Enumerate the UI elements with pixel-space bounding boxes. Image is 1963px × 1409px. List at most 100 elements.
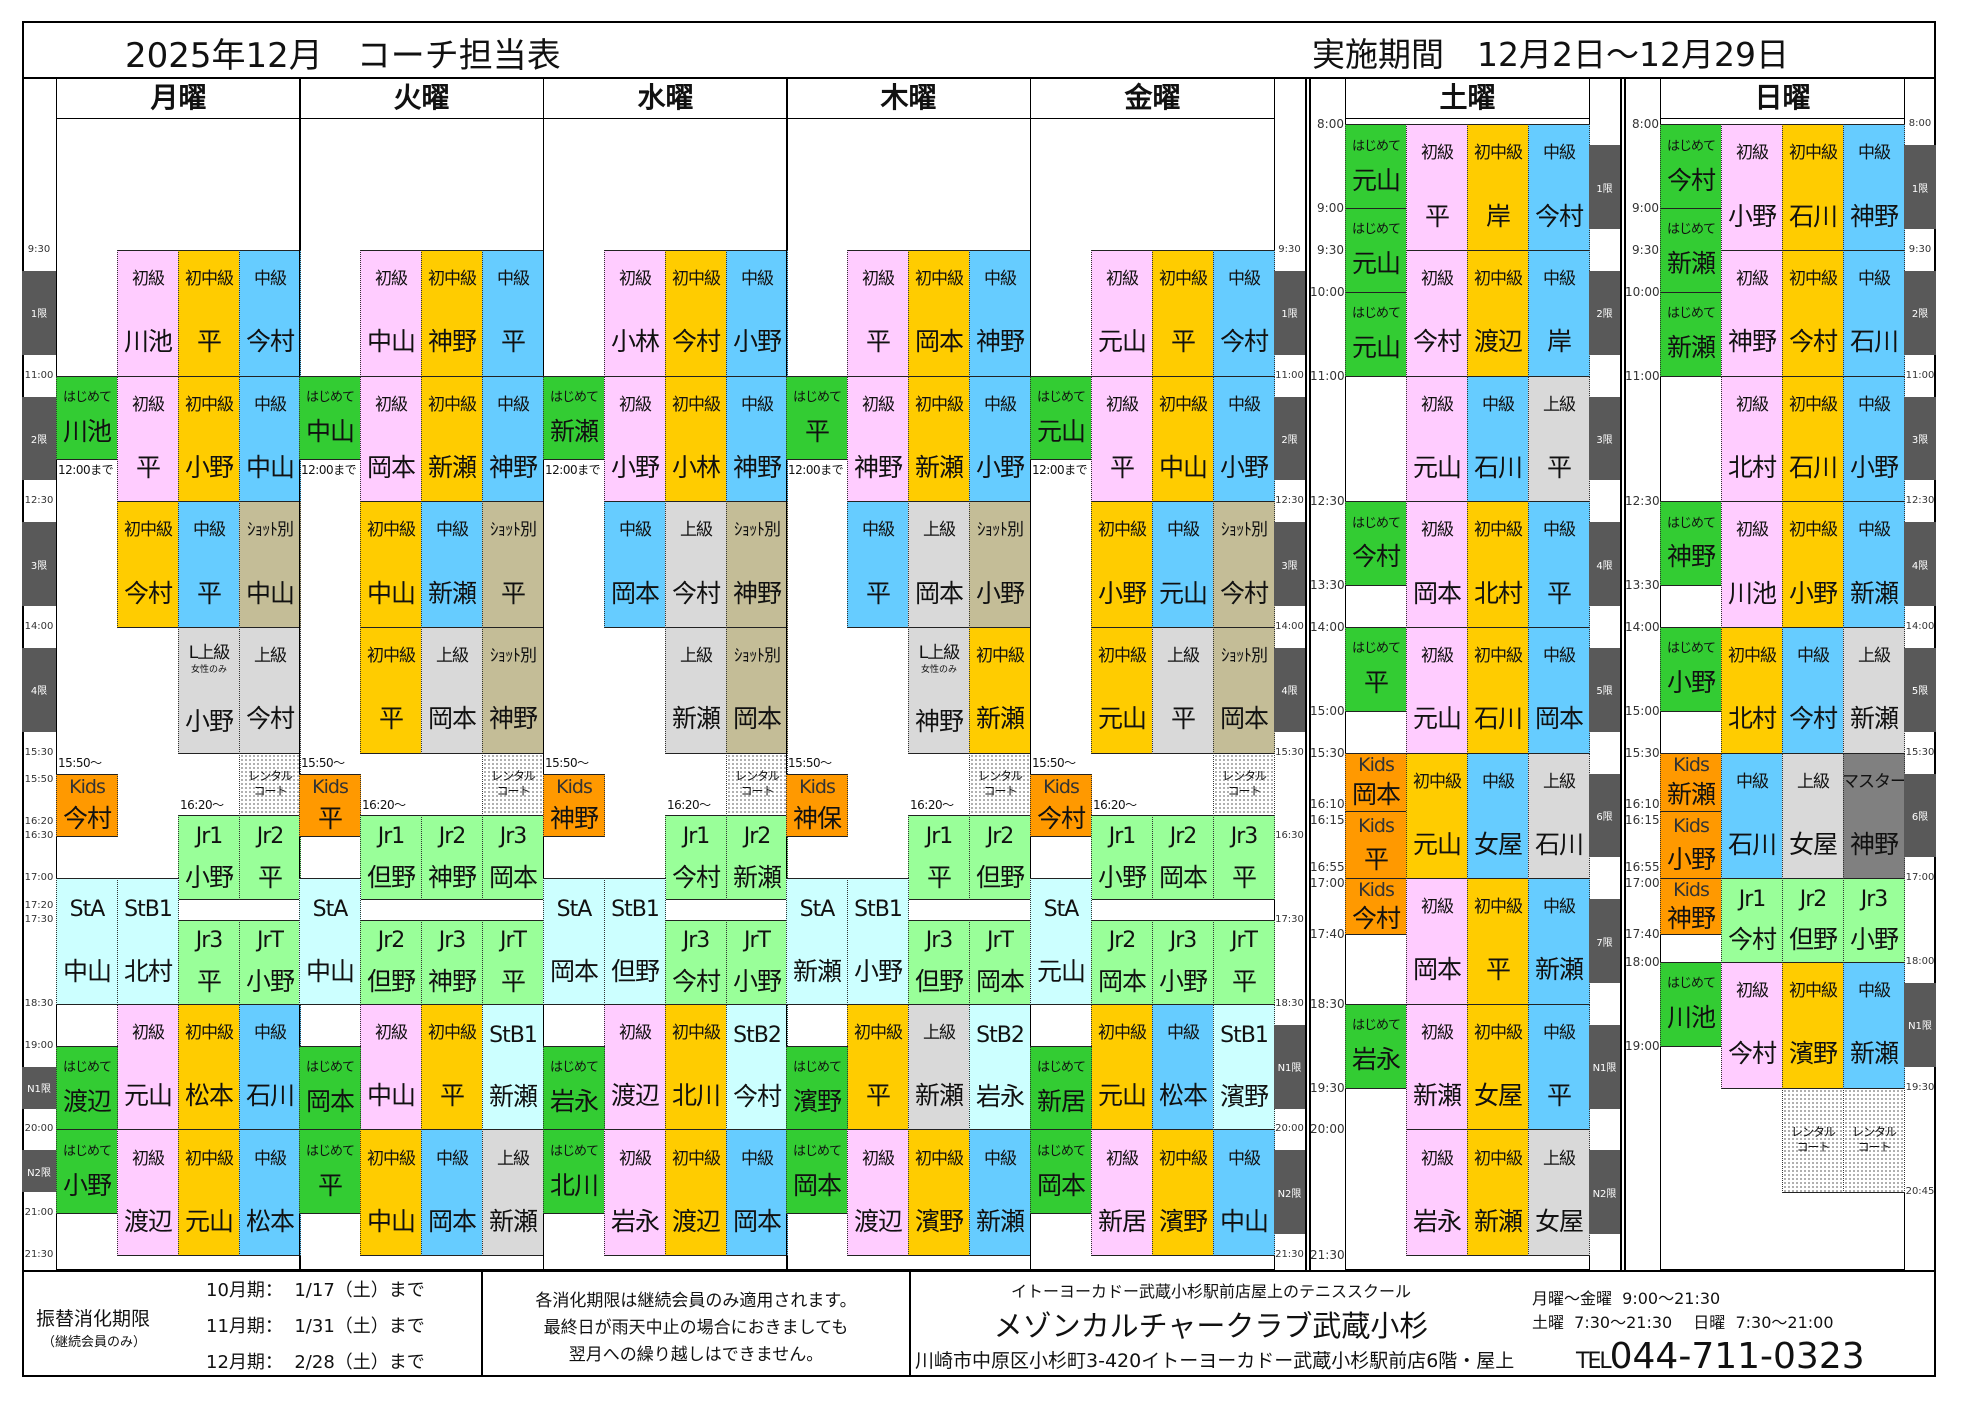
section-divider xyxy=(1624,78,1626,1270)
class-level: レンタル xyxy=(1790,1124,1836,1139)
class-level-group: 中級 xyxy=(1482,396,1515,415)
class-level: 初級 xyxy=(1106,1148,1139,1169)
class-block-shokyu: 初級 岩永 xyxy=(604,1129,666,1257)
class-block-jr: Jr3 小野 xyxy=(1152,920,1214,1005)
class-block-jokyu: 上級平 xyxy=(1152,626,1214,754)
class-level-group: 初級 xyxy=(619,396,652,415)
coach-name: 元山 xyxy=(1351,249,1401,279)
class-block-kids: Kids 平 xyxy=(299,773,361,838)
class-block-jr: Jr2 但野 xyxy=(1782,878,1844,963)
class-level-group: 上級 xyxy=(254,647,287,666)
class-level-group: 初中級 xyxy=(367,1150,416,1169)
coach-name: 岩永 xyxy=(549,1086,599,1116)
class-block-hajimete: はじめて 新居 xyxy=(1030,1045,1092,1131)
class-level-group: 中級 xyxy=(1543,522,1576,540)
class-block-shochukyu: 初中級 元山 xyxy=(1406,752,1468,880)
time-label: 16:10 xyxy=(1625,796,1660,811)
class-block-shochukyu: 初中級 濱野 xyxy=(1782,961,1844,1089)
class-level: ｼｮｯﾄ別 xyxy=(490,520,537,541)
coach-name: 元山 xyxy=(1036,956,1086,986)
class-level: Kids xyxy=(1673,754,1710,777)
class-level: 初中級 xyxy=(672,269,721,290)
class-level: はじめて xyxy=(62,1143,112,1159)
coach-name: 神野 xyxy=(732,452,782,482)
class-level-group: 中級 xyxy=(1858,982,1891,1001)
class-block-hajimete: はじめて 新瀬 xyxy=(543,375,605,461)
coach-name: 今村 xyxy=(671,327,721,357)
class-level-group: Jr1 xyxy=(683,825,711,848)
hours-weekend: 土曜 7:30～21:30 日曜 7:30～21:00 xyxy=(1532,1313,1834,1332)
time-label: 8:00 xyxy=(1632,117,1659,132)
coach-name: 岡本 xyxy=(1412,955,1462,985)
class-level-group: 中級 xyxy=(1858,522,1891,540)
class-level-group: 初中級 xyxy=(428,1024,477,1043)
class-level-group: 中級 xyxy=(497,270,530,289)
class-level: 中級 xyxy=(1858,394,1891,415)
time-label: 19:30 xyxy=(1905,1081,1935,1093)
class-block-shokyu: 初級 小野 xyxy=(1721,124,1783,251)
class-level-group: 初級 xyxy=(375,1024,408,1043)
coach-name: 今村 xyxy=(1788,327,1838,357)
coach-name: 岡本 xyxy=(1534,704,1584,734)
time-label: 15:00 xyxy=(1310,703,1345,718)
class-block-chukyu: 中級 新瀬 xyxy=(1843,961,1905,1089)
class-level: Kids xyxy=(1358,815,1395,838)
class-block-shochukyu: 初中級 神野 xyxy=(421,250,483,377)
time-note: 15:50～ xyxy=(301,755,345,770)
time-label: 17:00 xyxy=(1310,875,1345,890)
class-level: 上級 xyxy=(680,646,713,667)
time-label: 17:00 xyxy=(1625,875,1660,890)
coach-name: 新瀬 xyxy=(488,1206,538,1236)
class-level: はじめて xyxy=(1036,1143,1086,1159)
class-level-group: 中級 xyxy=(1228,270,1261,289)
class-level: 上級 xyxy=(1543,1148,1576,1169)
club-name: メゾンカルチャークラブ武蔵小杉 xyxy=(993,1309,1429,1343)
class-block-shochukyu: 初中級平 xyxy=(360,626,422,754)
coach-name: 小野 xyxy=(184,452,234,482)
coach-name: 元山 xyxy=(1412,452,1462,482)
class-block-shokyu: 初級 渡辺 xyxy=(117,1129,179,1257)
coach-name: 岡本 xyxy=(914,327,964,357)
class-block-chukyu: 中級 新瀬 xyxy=(421,501,483,628)
footer-note-line: 翌月への繰り越しはできません。 xyxy=(568,1345,824,1365)
class-level-group: Jr1 xyxy=(378,825,406,848)
class-level: 初級 xyxy=(619,1022,652,1043)
time-label: 16:15 xyxy=(1310,812,1345,827)
coach-name: 女屋 xyxy=(1534,1206,1584,1236)
class-level: 初級 xyxy=(132,269,165,290)
coach-name: 平 xyxy=(804,416,830,446)
class-level-group: 初中級 xyxy=(1474,270,1523,289)
class-level-group: ｼｮｯﾄ別 xyxy=(977,522,1024,540)
coach-name: 今村 xyxy=(1351,542,1401,572)
class-level-group: レンタル xyxy=(491,769,536,785)
class-block-st: StA 岡本 xyxy=(543,878,605,1005)
class-level-group: JrT xyxy=(257,929,284,952)
class-block-shokyu: 初級 神野 xyxy=(847,375,909,503)
class-level-group: 初級 xyxy=(862,270,895,289)
coach-name: 小野 xyxy=(853,956,903,986)
class-level-group: はじめて xyxy=(1037,391,1086,405)
period-marker: 3限 xyxy=(22,522,56,606)
class-level: StB1 xyxy=(611,897,660,922)
class-level-group: ｼｮｯﾄ別 xyxy=(490,647,537,666)
class-level: はじめて xyxy=(1666,222,1716,238)
period-marker: 2限 xyxy=(1589,270,1620,355)
class-block-shot: ｼｮｯﾄ別 今村 xyxy=(1213,501,1275,628)
coach-name: 新瀬 xyxy=(1412,1081,1462,1111)
class-level: Jr2 xyxy=(986,823,1015,849)
class-level: JrT xyxy=(987,928,1014,954)
class-level-group: 中級 xyxy=(1797,646,1830,667)
coach-name: 神野 xyxy=(488,452,538,482)
coach-name: 神野 xyxy=(975,327,1025,357)
coach-name: 北村 xyxy=(1727,704,1777,734)
coach-name: 今村 xyxy=(671,967,721,997)
coach-name: 女屋 xyxy=(1473,829,1523,859)
class-block-chukyu: 中級平 xyxy=(847,501,909,628)
class-level-group: ｼｮｯﾄ別 xyxy=(1221,647,1268,666)
coach-name: 平 xyxy=(257,862,283,892)
coach-name: 岡本 xyxy=(488,862,538,892)
class-level: Jr3 xyxy=(195,928,224,954)
class-level: 中級 xyxy=(1797,646,1830,667)
class-level: 初中級 xyxy=(1789,520,1838,541)
time-label: 9:30 xyxy=(1278,244,1301,255)
